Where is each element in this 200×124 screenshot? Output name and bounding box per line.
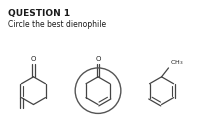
Text: CH$_3$: CH$_3$ xyxy=(170,58,183,67)
Text: QUESTION 1: QUESTION 1 xyxy=(8,9,70,18)
Text: O: O xyxy=(95,56,101,62)
Text: Circle the best dienophile: Circle the best dienophile xyxy=(8,20,106,30)
Text: O: O xyxy=(31,56,36,62)
